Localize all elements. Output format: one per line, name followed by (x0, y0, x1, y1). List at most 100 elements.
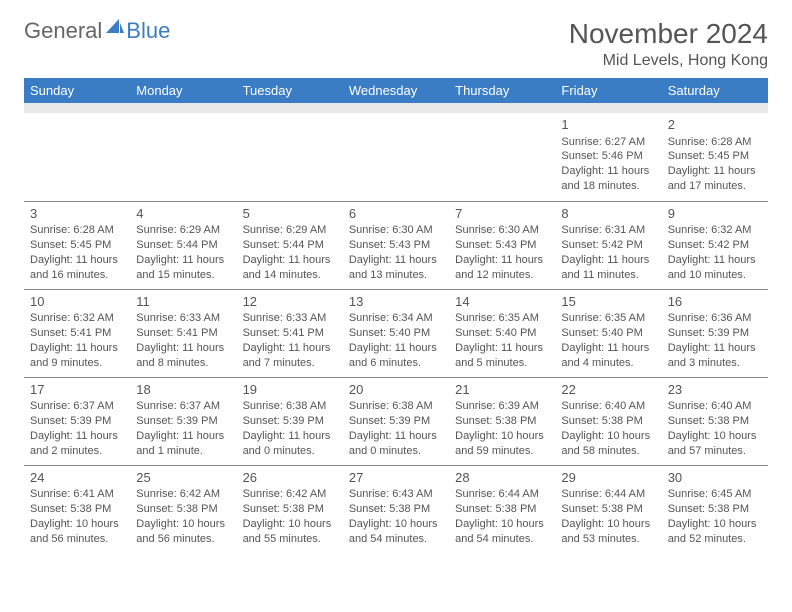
day-info: Sunrise: 6:42 AMSunset: 5:38 PMDaylight:… (243, 487, 337, 546)
sunset-line: Sunset: 5:41 PM (136, 326, 230, 341)
day-info: Sunrise: 6:29 AMSunset: 5:44 PMDaylight:… (243, 223, 337, 282)
daylight-line: Daylight: 11 hours and 12 minutes. (455, 253, 549, 283)
sunset-line: Sunset: 5:38 PM (561, 502, 655, 517)
daylight-line: Daylight: 11 hours and 13 minutes. (349, 253, 443, 283)
sunrise-line: Sunrise: 6:35 AM (455, 311, 549, 326)
daylight-line: Daylight: 11 hours and 1 minute. (136, 429, 230, 459)
day-number: 4 (136, 205, 230, 223)
sunrise-line: Sunrise: 6:31 AM (561, 223, 655, 238)
sunset-line: Sunset: 5:39 PM (136, 414, 230, 429)
day-number: 12 (243, 293, 337, 311)
day-number: 26 (243, 469, 337, 487)
day-info: Sunrise: 6:39 AMSunset: 5:38 PMDaylight:… (455, 399, 549, 458)
day-info: Sunrise: 6:41 AMSunset: 5:38 PMDaylight:… (30, 487, 124, 546)
day-cell: 19Sunrise: 6:38 AMSunset: 5:39 PMDayligh… (237, 377, 343, 465)
day-number: 22 (561, 381, 655, 399)
calendar-body: 1Sunrise: 6:27 AMSunset: 5:46 PMDaylight… (24, 113, 768, 553)
sunset-line: Sunset: 5:40 PM (349, 326, 443, 341)
sunrise-line: Sunrise: 6:29 AM (136, 223, 230, 238)
day-cell (130, 113, 236, 201)
daylight-line: Daylight: 11 hours and 17 minutes. (668, 164, 762, 194)
daylight-line: Daylight: 11 hours and 9 minutes. (30, 341, 124, 371)
sunset-line: Sunset: 5:40 PM (561, 326, 655, 341)
day-cell: 5Sunrise: 6:29 AMSunset: 5:44 PMDaylight… (237, 201, 343, 289)
daylight-line: Daylight: 11 hours and 14 minutes. (243, 253, 337, 283)
week-row: 17Sunrise: 6:37 AMSunset: 5:39 PMDayligh… (24, 377, 768, 465)
sunrise-line: Sunrise: 6:40 AM (668, 399, 762, 414)
sunset-line: Sunset: 5:42 PM (561, 238, 655, 253)
daylight-line: Daylight: 11 hours and 4 minutes. (561, 341, 655, 371)
day-cell: 12Sunrise: 6:33 AMSunset: 5:41 PMDayligh… (237, 289, 343, 377)
day-cell: 20Sunrise: 6:38 AMSunset: 5:39 PMDayligh… (343, 377, 449, 465)
day-cell: 3Sunrise: 6:28 AMSunset: 5:45 PMDaylight… (24, 201, 130, 289)
day-number: 5 (243, 205, 337, 223)
daylight-line: Daylight: 11 hours and 7 minutes. (243, 341, 337, 371)
daylight-line: Daylight: 10 hours and 53 minutes. (561, 517, 655, 547)
day-cell: 11Sunrise: 6:33 AMSunset: 5:41 PMDayligh… (130, 289, 236, 377)
sunrise-line: Sunrise: 6:41 AM (30, 487, 124, 502)
day-cell: 7Sunrise: 6:30 AMSunset: 5:43 PMDaylight… (449, 201, 555, 289)
sunrise-line: Sunrise: 6:30 AM (349, 223, 443, 238)
calendar-table: Sunday Monday Tuesday Wednesday Thursday… (24, 78, 768, 553)
daylight-line: Daylight: 10 hours and 57 minutes. (668, 429, 762, 459)
sunset-line: Sunset: 5:40 PM (455, 326, 549, 341)
day-number: 18 (136, 381, 230, 399)
spacer-row (24, 103, 768, 113)
day-number: 10 (30, 293, 124, 311)
day-number: 19 (243, 381, 337, 399)
day-cell: 16Sunrise: 6:36 AMSunset: 5:39 PMDayligh… (662, 289, 768, 377)
location: Mid Levels, Hong Kong (569, 52, 768, 70)
day-number: 30 (668, 469, 762, 487)
day-info: Sunrise: 6:45 AMSunset: 5:38 PMDaylight:… (668, 487, 762, 546)
day-info: Sunrise: 6:38 AMSunset: 5:39 PMDaylight:… (349, 399, 443, 458)
day-cell: 28Sunrise: 6:44 AMSunset: 5:38 PMDayligh… (449, 465, 555, 553)
day-info: Sunrise: 6:40 AMSunset: 5:38 PMDaylight:… (668, 399, 762, 458)
day-number: 11 (136, 293, 230, 311)
sunset-line: Sunset: 5:41 PM (243, 326, 337, 341)
day-number: 1 (561, 116, 655, 134)
day-number: 20 (349, 381, 443, 399)
daylight-line: Daylight: 11 hours and 16 minutes. (30, 253, 124, 283)
sunset-line: Sunset: 5:44 PM (136, 238, 230, 253)
daylight-line: Daylight: 11 hours and 0 minutes. (243, 429, 337, 459)
day-number: 9 (668, 205, 762, 223)
sunrise-line: Sunrise: 6:27 AM (561, 135, 655, 150)
day-info: Sunrise: 6:37 AMSunset: 5:39 PMDaylight:… (30, 399, 124, 458)
sunrise-line: Sunrise: 6:34 AM (349, 311, 443, 326)
sunset-line: Sunset: 5:38 PM (136, 502, 230, 517)
day-number: 25 (136, 469, 230, 487)
day-cell: 9Sunrise: 6:32 AMSunset: 5:42 PMDaylight… (662, 201, 768, 289)
week-row: 3Sunrise: 6:28 AMSunset: 5:45 PMDaylight… (24, 201, 768, 289)
sunrise-line: Sunrise: 6:35 AM (561, 311, 655, 326)
day-header-saturday: Saturday (662, 78, 768, 103)
logo: General Blue (24, 18, 170, 44)
day-cell: 29Sunrise: 6:44 AMSunset: 5:38 PMDayligh… (555, 465, 661, 553)
day-info: Sunrise: 6:32 AMSunset: 5:42 PMDaylight:… (668, 223, 762, 282)
day-number: 24 (30, 469, 124, 487)
daylight-line: Daylight: 11 hours and 2 minutes. (30, 429, 124, 459)
sunset-line: Sunset: 5:38 PM (668, 414, 762, 429)
day-number: 3 (30, 205, 124, 223)
day-info: Sunrise: 6:44 AMSunset: 5:38 PMDaylight:… (561, 487, 655, 546)
day-cell: 27Sunrise: 6:43 AMSunset: 5:38 PMDayligh… (343, 465, 449, 553)
sunset-line: Sunset: 5:38 PM (30, 502, 124, 517)
sunset-line: Sunset: 5:39 PM (668, 326, 762, 341)
day-info: Sunrise: 6:30 AMSunset: 5:43 PMDaylight:… (455, 223, 549, 282)
sunset-line: Sunset: 5:38 PM (455, 414, 549, 429)
daylight-line: Daylight: 11 hours and 8 minutes. (136, 341, 230, 371)
day-number: 21 (455, 381, 549, 399)
day-header-row: Sunday Monday Tuesday Wednesday Thursday… (24, 78, 768, 103)
day-number: 15 (561, 293, 655, 311)
day-number: 17 (30, 381, 124, 399)
day-info: Sunrise: 6:27 AMSunset: 5:46 PMDaylight:… (561, 135, 655, 194)
logo-text-general: General (24, 18, 102, 44)
day-number: 23 (668, 381, 762, 399)
daylight-line: Daylight: 11 hours and 18 minutes. (561, 164, 655, 194)
day-info: Sunrise: 6:40 AMSunset: 5:38 PMDaylight:… (561, 399, 655, 458)
day-header-friday: Friday (555, 78, 661, 103)
sunrise-line: Sunrise: 6:38 AM (243, 399, 337, 414)
sunrise-line: Sunrise: 6:45 AM (668, 487, 762, 502)
sunrise-line: Sunrise: 6:37 AM (136, 399, 230, 414)
day-info: Sunrise: 6:44 AMSunset: 5:38 PMDaylight:… (455, 487, 549, 546)
daylight-line: Daylight: 10 hours and 56 minutes. (136, 517, 230, 547)
